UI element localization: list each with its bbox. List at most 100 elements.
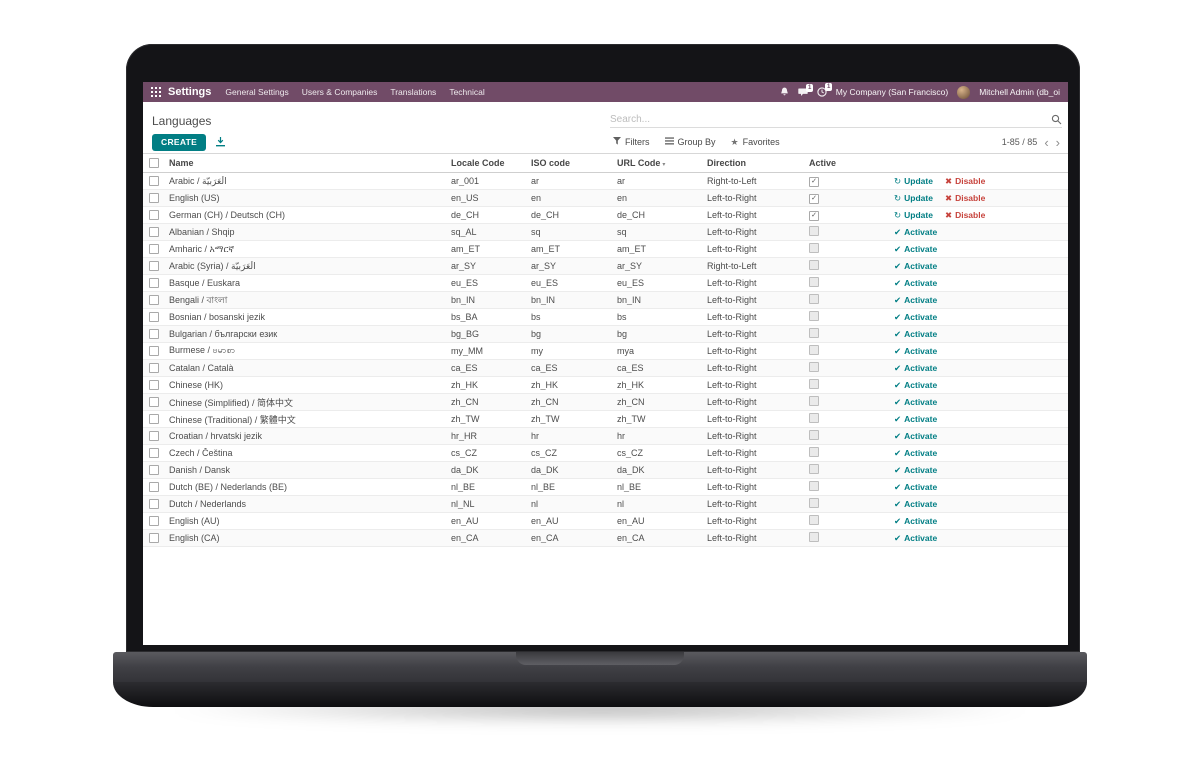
active-checkbox[interactable] xyxy=(809,328,819,338)
menu-translations[interactable]: Translations xyxy=(390,87,437,97)
table-row[interactable]: Arabic (Syria) / الْعَرَبيّة ar_SY ar_SY… xyxy=(143,258,1068,275)
row-select-checkbox[interactable] xyxy=(149,465,159,475)
row-select-checkbox[interactable] xyxy=(149,380,159,390)
active-checkbox[interactable] xyxy=(809,294,819,304)
disable-button[interactable]: ✖ Disable xyxy=(944,209,986,221)
row-select-checkbox[interactable] xyxy=(149,448,159,458)
table-row[interactable]: Chinese (HK) zh_HK zh_HK zh_HK Left-to-R… xyxy=(143,377,1068,394)
update-button[interactable]: ↻ Update xyxy=(894,175,933,187)
column-header-name[interactable]: Name xyxy=(169,158,194,168)
column-header-direction[interactable]: Direction xyxy=(707,158,747,168)
company-switcher[interactable]: My Company (San Francisco) xyxy=(835,87,949,97)
row-select-checkbox[interactable] xyxy=(149,363,159,373)
activities-clock-icon[interactable]: 1 xyxy=(817,83,832,97)
active-checkbox[interactable] xyxy=(809,447,819,457)
activate-button[interactable]: ✔ Activate xyxy=(894,430,938,442)
row-select-checkbox[interactable] xyxy=(149,210,159,220)
activate-button[interactable]: ✔ Activate xyxy=(894,328,938,340)
menu-users-companies[interactable]: Users & Companies xyxy=(301,87,378,97)
active-checkbox[interactable] xyxy=(809,515,819,525)
row-select-checkbox[interactable] xyxy=(149,227,159,237)
messages-icon[interactable]: 1 xyxy=(798,83,813,97)
user-menu[interactable]: Mitchell Admin (db_oi xyxy=(979,87,1060,97)
menu-general-settings[interactable]: General Settings xyxy=(225,87,289,97)
app-name[interactable]: Settings xyxy=(168,86,212,98)
activate-button[interactable]: ✔ Activate xyxy=(894,362,938,374)
table-row[interactable]: Chinese (Simplified) / 简体中文 zh_CN zh_CN … xyxy=(143,394,1068,411)
table-row[interactable]: Chinese (Traditional) / 繁體中文 zh_TW zh_TW… xyxy=(143,411,1068,428)
active-checkbox[interactable] xyxy=(809,260,819,270)
create-button[interactable]: CREATE xyxy=(152,133,207,151)
activate-button[interactable]: ✔ Activate xyxy=(894,498,938,510)
activate-button[interactable]: ✔ Activate xyxy=(894,515,938,527)
row-select-checkbox[interactable] xyxy=(149,312,159,322)
pager-next-icon[interactable]: › xyxy=(1055,134,1060,150)
filters-button[interactable]: Filters xyxy=(613,137,650,147)
row-select-checkbox[interactable] xyxy=(149,295,159,305)
pager-previous-icon[interactable]: ‹ xyxy=(1044,134,1049,150)
active-checkbox[interactable] xyxy=(809,311,819,321)
table-row[interactable]: Dutch (BE) / Nederlands (BE) nl_BE nl_BE… xyxy=(143,479,1068,496)
table-row[interactable]: English (US) en_US en en Left-to-Right ✓… xyxy=(143,190,1068,207)
activate-button[interactable]: ✔ Activate xyxy=(894,413,938,425)
active-checkbox[interactable] xyxy=(809,464,819,474)
column-header-url-code[interactable]: URL Code ▾ xyxy=(617,158,666,168)
search-bar[interactable] xyxy=(610,113,1062,128)
table-row[interactable]: Burmese / ဗမာစာ my_MM my mya Left-to-Rig… xyxy=(143,343,1068,360)
row-select-checkbox[interactable] xyxy=(149,516,159,526)
activate-button[interactable]: ✔ Activate xyxy=(894,243,938,255)
active-checkbox[interactable] xyxy=(809,396,819,406)
active-checkbox[interactable] xyxy=(809,226,819,236)
table-row[interactable]: Albanian / Shqip sq_AL sq sq Left-to-Rig… xyxy=(143,224,1068,241)
table-row[interactable]: Bulgarian / български език bg_BG bg bg L… xyxy=(143,326,1068,343)
table-row[interactable]: Amharic / አማርኛ am_ET am_ET am_ET Left-to… xyxy=(143,241,1068,258)
table-row[interactable]: Croatian / hrvatski jezik hr_HR hr hr Le… xyxy=(143,428,1068,445)
user-avatar[interactable] xyxy=(957,85,971,99)
row-select-checkbox[interactable] xyxy=(149,329,159,339)
active-checkbox[interactable]: ✓ xyxy=(809,210,819,221)
active-checkbox[interactable] xyxy=(809,345,819,355)
activate-button[interactable]: ✔ Activate xyxy=(894,379,938,391)
activate-button[interactable]: ✔ Activate xyxy=(894,396,938,408)
row-select-checkbox[interactable] xyxy=(149,176,159,186)
disable-button[interactable]: ✖ Disable xyxy=(944,192,986,204)
active-checkbox[interactable] xyxy=(809,413,819,423)
row-select-checkbox[interactable] xyxy=(149,244,159,254)
table-row[interactable]: Dutch / Nederlands nl_NL nl nl Left-to-R… xyxy=(143,496,1068,513)
table-row[interactable]: Basque / Euskara eu_ES eu_ES eu_ES Left-… xyxy=(143,275,1068,292)
update-button[interactable]: ↻ Update xyxy=(894,192,933,204)
row-select-checkbox[interactable] xyxy=(149,397,159,407)
breadcrumb[interactable]: Languages xyxy=(152,114,212,128)
column-header-iso-code[interactable]: ISO code xyxy=(531,158,571,168)
table-row[interactable]: Danish / Dansk da_DK da_DK da_DK Left-to… xyxy=(143,462,1068,479)
active-checkbox[interactable]: ✓ xyxy=(809,176,819,187)
table-row[interactable]: Arabic / الْعَرَبيّة ar_001 ar ar Right-… xyxy=(143,173,1068,190)
activate-button[interactable]: ✔ Activate xyxy=(894,464,938,476)
row-select-checkbox[interactable] xyxy=(149,482,159,492)
search-input[interactable] xyxy=(610,113,1051,126)
group-by-button[interactable]: Group By xyxy=(664,137,716,147)
table-row[interactable]: Catalan / Català ca_ES ca_ES ca_ES Left-… xyxy=(143,360,1068,377)
active-checkbox[interactable] xyxy=(809,430,819,440)
active-checkbox[interactable] xyxy=(809,277,819,287)
bell-icon[interactable] xyxy=(780,87,789,97)
apps-grid-icon[interactable] xyxy=(151,87,161,97)
row-select-checkbox[interactable] xyxy=(149,414,159,424)
select-all-checkbox[interactable] xyxy=(149,158,159,168)
table-row[interactable]: Czech / Čeština cs_CZ cs_CZ cs_CZ Left-t… xyxy=(143,445,1068,462)
favorites-button[interactable]: ★ Favorites xyxy=(730,136,780,147)
table-row[interactable]: English (CA) en_CA en_CA en_CA Left-to-R… xyxy=(143,530,1068,547)
search-icon[interactable] xyxy=(1051,114,1062,125)
activate-button[interactable]: ✔ Activate xyxy=(894,277,938,289)
active-checkbox[interactable] xyxy=(809,481,819,491)
active-checkbox[interactable] xyxy=(809,379,819,389)
activate-button[interactable]: ✔ Activate xyxy=(894,294,938,306)
activate-button[interactable]: ✔ Activate xyxy=(894,481,938,493)
activate-button[interactable]: ✔ Activate xyxy=(894,345,938,357)
active-checkbox[interactable] xyxy=(809,532,819,542)
table-row[interactable]: Bengali / বাংলা bn_IN bn_IN bn_IN Left-t… xyxy=(143,292,1068,309)
row-select-checkbox[interactable] xyxy=(149,499,159,509)
activate-button[interactable]: ✔ Activate xyxy=(894,447,938,459)
row-select-checkbox[interactable] xyxy=(149,261,159,271)
row-select-checkbox[interactable] xyxy=(149,346,159,356)
